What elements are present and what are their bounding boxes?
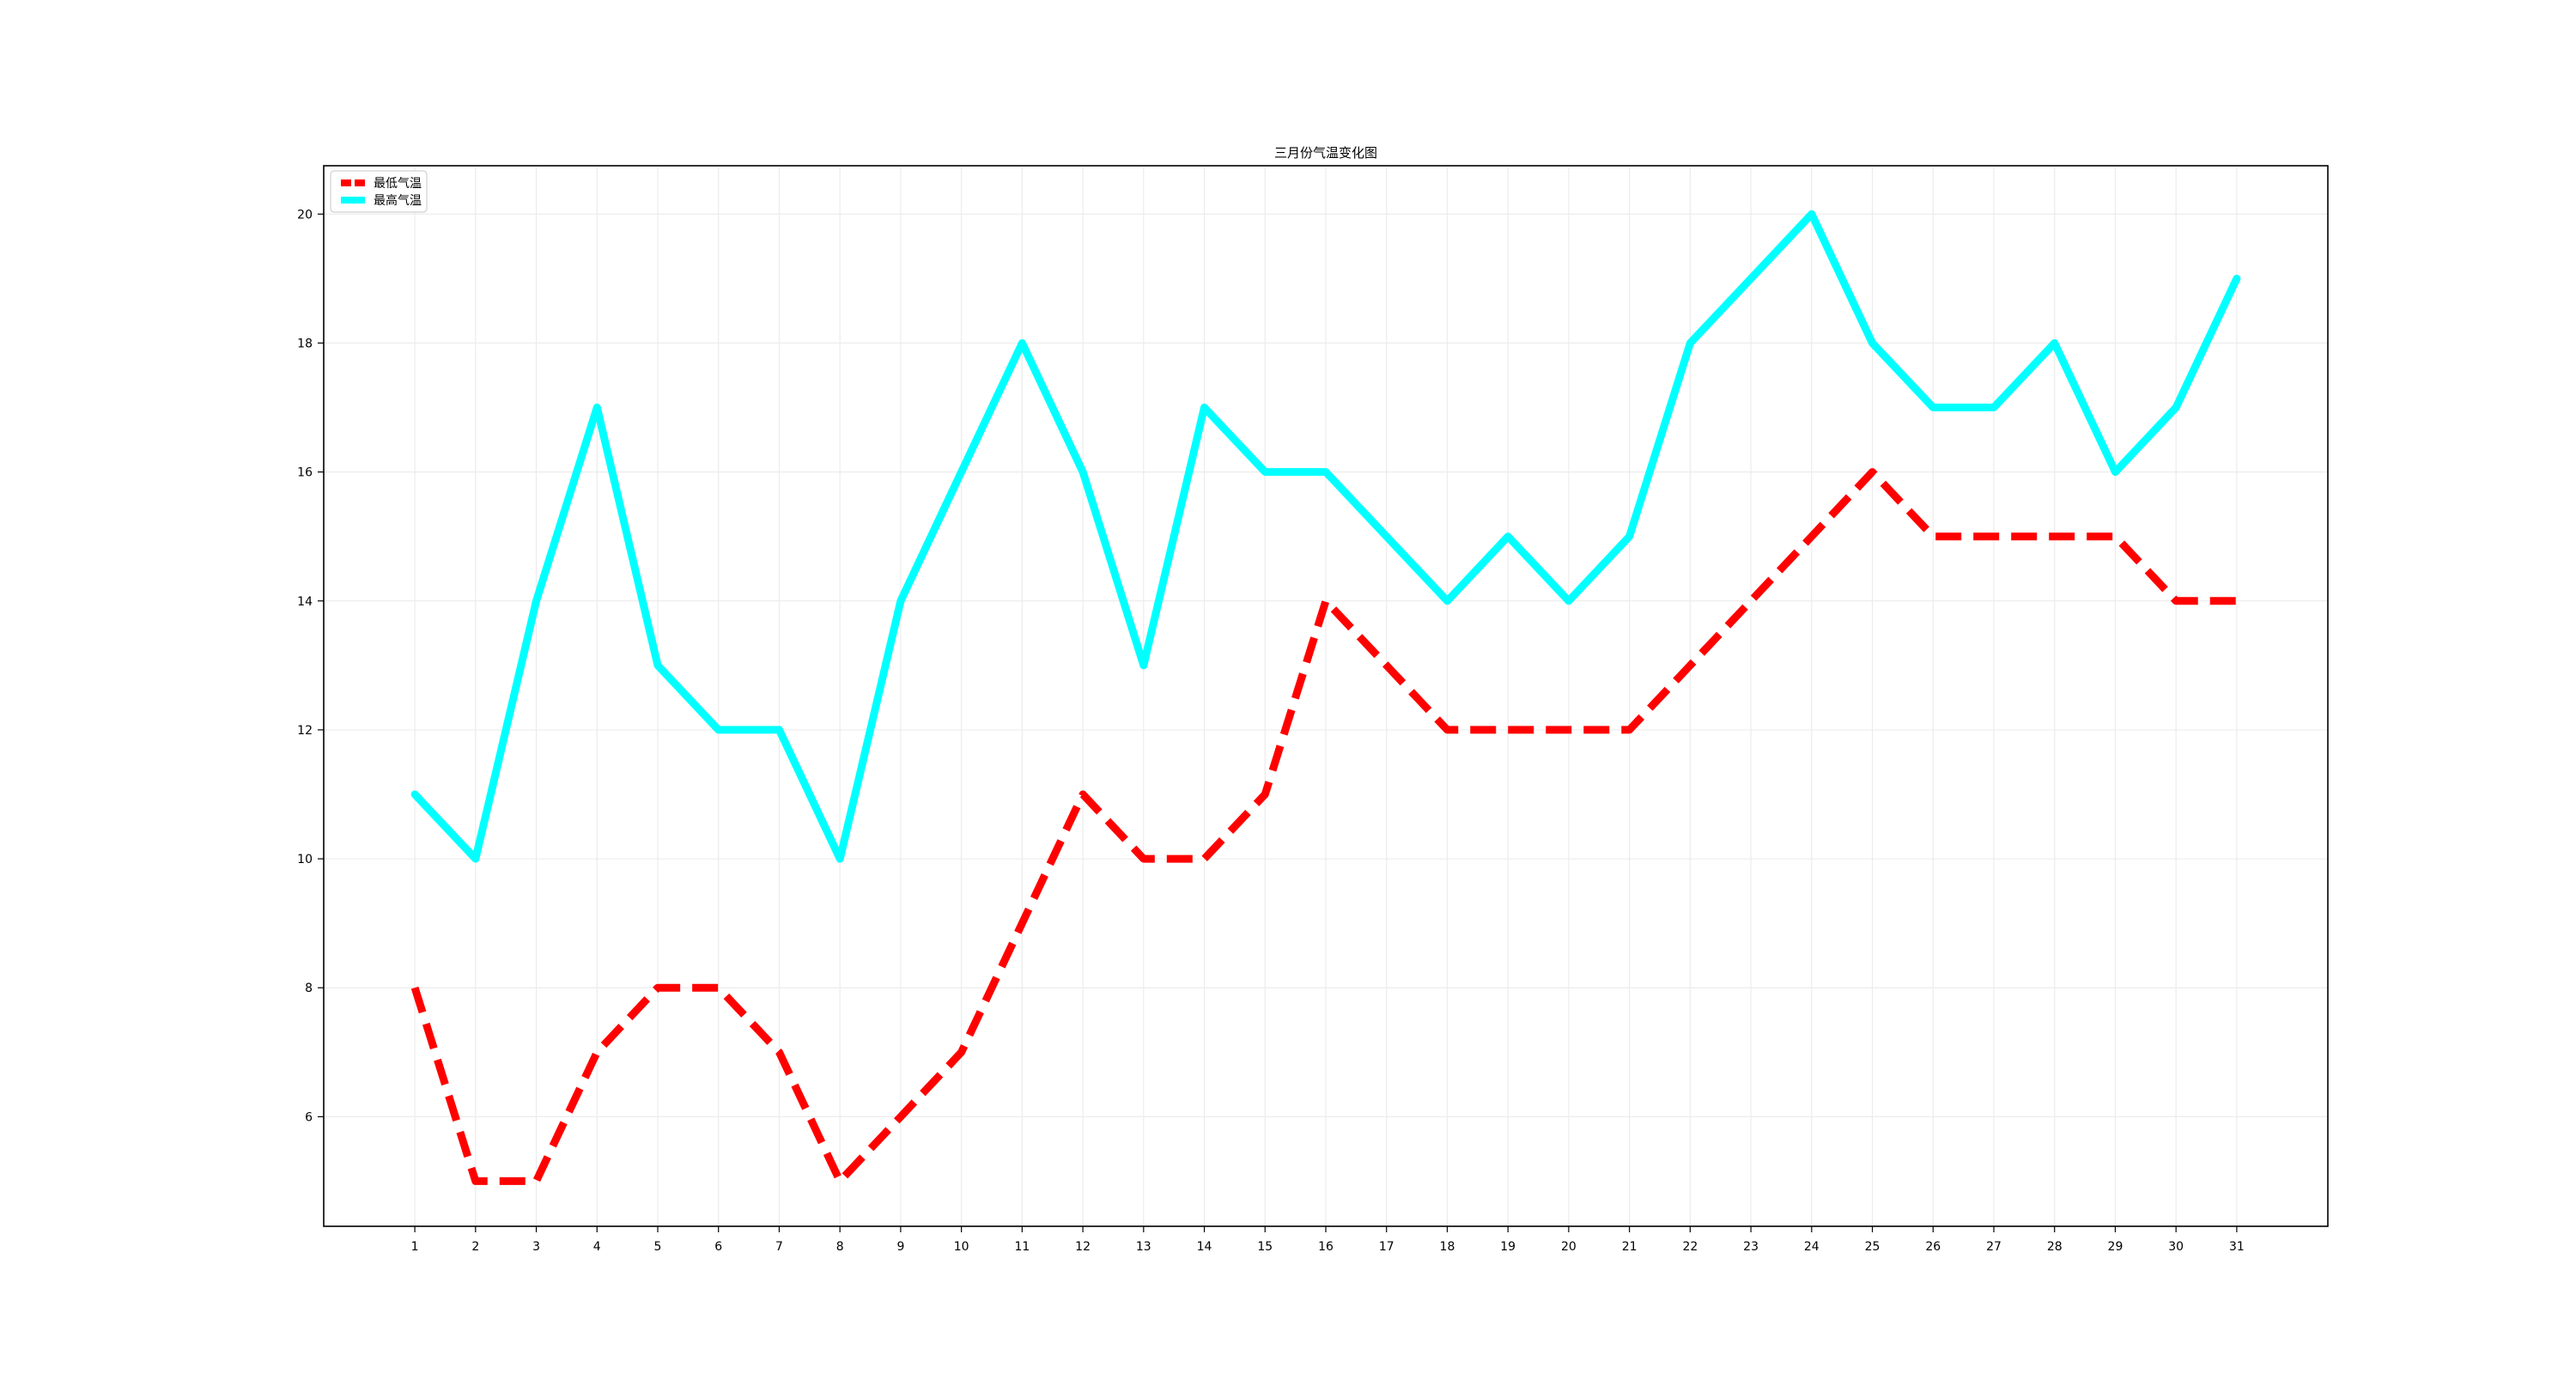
x-tick-label: 8: [836, 1240, 844, 1254]
x-tick-label: 5: [654, 1240, 662, 1254]
x-tick-label: 19: [1500, 1240, 1516, 1254]
x-tick-label: 23: [1743, 1240, 1759, 1254]
x-tick-label: 18: [1440, 1240, 1455, 1254]
y-tick-label: 8: [305, 982, 313, 995]
grid: [324, 166, 2328, 1226]
legend-label: 最高气温: [374, 193, 422, 208]
y-tick-label: 12: [297, 724, 313, 738]
x-tick-label: 12: [1075, 1240, 1091, 1254]
x-tick-label: 26: [1925, 1240, 1941, 1254]
y-tick-label: 20: [297, 208, 313, 222]
x-tick-label: 2: [471, 1240, 479, 1254]
y-tick-label: 6: [305, 1110, 313, 1124]
series-line-max-temp: [410, 210, 2241, 863]
y-tick-label: 14: [297, 595, 313, 609]
x-tick-label: 30: [2168, 1240, 2184, 1254]
x-tick-label: 31: [2229, 1240, 2245, 1254]
x-tick-label: 27: [1986, 1240, 2002, 1254]
legend-label: 最低气温: [374, 177, 422, 191]
x-tick-label: 9: [896, 1240, 904, 1254]
x-tick-label: 1: [411, 1240, 419, 1254]
y-tick-label: 10: [297, 853, 313, 866]
x-tick-label: 10: [954, 1240, 969, 1254]
x-tick-label: 29: [2108, 1240, 2123, 1254]
chart-title: 三月份气温变化图: [1274, 145, 1377, 161]
x-tick-label: 4: [593, 1240, 601, 1254]
y-tick-label: 16: [297, 466, 313, 480]
x-tick-label: 25: [1865, 1240, 1880, 1254]
x-tick-label: 15: [1257, 1240, 1273, 1254]
x-tick-label: 13: [1136, 1240, 1151, 1254]
x-tick-label: 20: [1561, 1240, 1577, 1254]
x-tick-label: 28: [2047, 1240, 2063, 1254]
axes: 1 2 3 4 5 6 7 8 9 10 11 12 13 14 15 16 17 18 19 20 21 22 23 24 2…: [297, 208, 2245, 1254]
x-tick-label: 14: [1197, 1240, 1212, 1254]
x-tick-label: 17: [1379, 1240, 1394, 1254]
series-group: [410, 210, 2241, 1185]
x-tick-label: 7: [775, 1240, 783, 1254]
x-tick-label: 22: [1682, 1240, 1698, 1254]
y-tick-label: 18: [297, 337, 313, 350]
x-tick-label: 16: [1318, 1240, 1334, 1254]
x-tick-label: 3: [532, 1240, 540, 1254]
x-tick-label: 6: [714, 1240, 722, 1254]
x-tick-label: 24: [1804, 1240, 1820, 1254]
x-tick-label: 21: [1622, 1240, 1637, 1254]
x-tick-label: 11: [1014, 1240, 1030, 1254]
